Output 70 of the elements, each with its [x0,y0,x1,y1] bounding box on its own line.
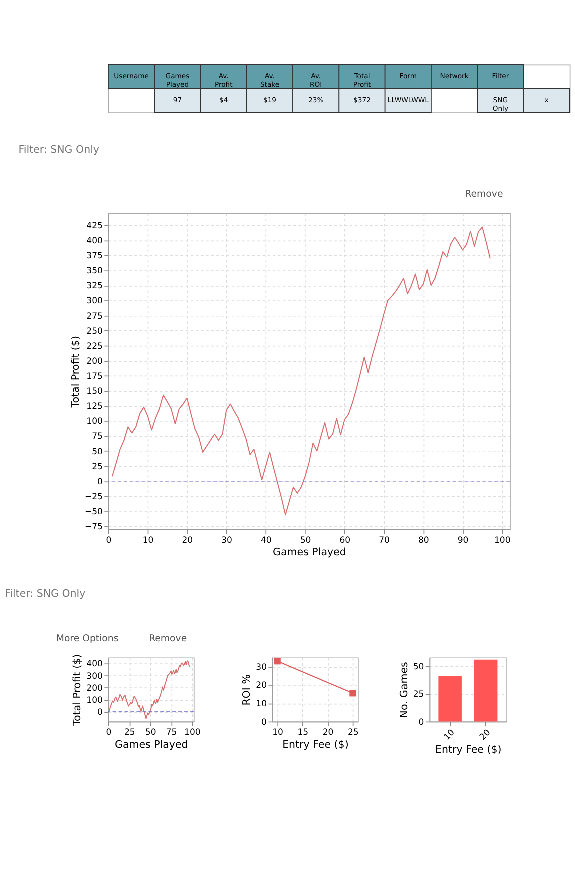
x-tick-label: 60 [340,536,351,546]
text: Remove [465,189,504,200]
x-axis-title: Entry Fee ($) [282,738,349,751]
x-axis-title: Games Played [273,546,346,559]
y-tick-label: 375 [86,252,103,262]
y-tick-label: 10 [256,699,267,710]
x-tick-label: 10 [142,536,154,546]
y-tick-label: 200 [86,684,103,694]
chart-subtitle: Filter: SNG Only [4,588,86,600]
y-tick-label: −25 [84,492,103,502]
x-tick-label: 10 [442,728,458,743]
line-series [108,660,190,720]
y-tick-label: 50 [92,447,103,458]
y-tick-label: 100 [86,417,103,428]
y-tick-label: 0 [262,718,267,728]
y-tick-label: 200 [86,356,103,367]
x-tick-label: 20 [478,728,494,743]
y-tick-label: 300 [86,672,103,682]
x-tick-label: 15 [298,728,309,738]
y-tick-label: 20 [256,681,267,692]
y-axis-title: Total Profit ($) [70,336,82,409]
x-tick-label: 40 [260,536,272,546]
y-tick-label: 100 [86,696,103,706]
x-tick-label: 10 [272,728,284,738]
x-tick-label: 50 [300,536,312,546]
y-tick-label: 325 [86,282,103,292]
y-tick-label: 75 [92,432,103,442]
x-tick-label: 80 [418,536,430,546]
x-tick-label: 0 [106,728,112,738]
y-tick-label: 300 [86,296,103,307]
x-tick-label: 75 [166,728,178,738]
y-tick-label: −50 [84,507,103,518]
y-axis-title: ROI % [241,674,254,706]
text: Remove [149,633,188,644]
chart-subtitle: Filter: SNG Only [18,144,100,156]
y-tick-label: 25 [413,690,424,700]
y-axis-title: Total Profit ($) [72,654,84,728]
x-tick-label: 70 [379,536,390,546]
text: More Options [56,633,119,644]
y-tick-label: 125 [86,402,103,412]
x-axis-title: Entry Fee ($) [435,744,502,756]
x-tick-label: 20 [182,536,194,546]
y-tick-label: 175 [86,372,103,382]
x-tick-label: 30 [222,536,232,546]
y-tick-label: 150 [86,387,103,398]
y-tick-label: 25 [92,462,103,472]
x-tick-label: 0 [106,536,112,546]
y-tick-label: 30 [256,662,267,673]
x-tick-label: 25 [348,728,359,738]
x-tick-label: 100 [494,536,511,546]
x-axis-title: Games Played [114,738,188,751]
y-tick-label: 350 [86,266,103,277]
y-tick-label: 0 [98,477,103,488]
x-tick-label: 90 [458,536,469,546]
y-tick-label: 275 [86,312,103,322]
y-tick-label: 0 [418,718,424,728]
y-tick-label: 425 [86,221,103,232]
x-tick-label: 20 [322,728,334,738]
x-tick-label: 50 [145,728,156,738]
y-tick-label: 0 [98,708,103,718]
y-tick-label: 225 [86,342,103,352]
y-tick-label: 400 [86,236,103,247]
y-axis-title: No. Games [398,662,410,718]
x-tick-label: 25 [124,728,136,738]
line-series [112,226,491,516]
y-tick-label: −75 [84,522,103,533]
y-tick-label: 250 [86,326,103,337]
y-tick-label: 50 [413,662,424,673]
x-tick-label: 100 [184,728,201,738]
y-tick-label: 400 [86,660,103,670]
